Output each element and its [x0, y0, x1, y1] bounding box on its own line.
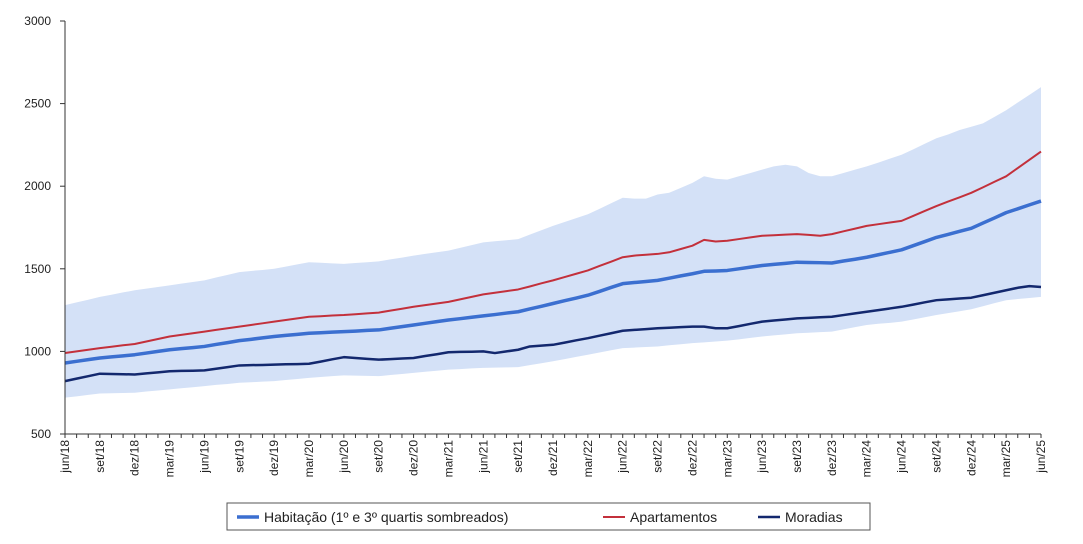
y-tick-label: 2000: [24, 179, 51, 193]
y-tick-label: 3000: [24, 14, 51, 28]
x-tick-label: set/19: [232, 440, 246, 473]
y-tick-label: 1000: [24, 344, 51, 358]
x-tick-label: mar/25: [999, 440, 1013, 478]
x-tick-label: set/23: [790, 440, 804, 473]
x-tick-label: set/18: [93, 440, 107, 473]
x-tick-label: dez/24: [964, 440, 978, 476]
plot-area: [64, 87, 1042, 398]
x-tick-label: mar/22: [581, 440, 595, 478]
x-tick-label: dez/18: [128, 440, 142, 476]
x-tick-label: set/21: [511, 440, 525, 473]
series-line: [64, 199, 1042, 365]
x-tick-label: dez/22: [685, 440, 699, 476]
x-tick-label: jun/23: [755, 440, 769, 474]
x-tick-label: dez/19: [267, 440, 281, 476]
x-tick-label: mar/24: [860, 440, 874, 478]
y-tick-label: 2500: [24, 97, 51, 111]
x-tick-label: jun/18: [58, 440, 72, 474]
x-tick-label: mar/20: [302, 440, 316, 478]
legend-label: Habitação (1º e 3º quartis sombreados): [264, 509, 508, 525]
x-tick-label: mar/23: [720, 440, 734, 478]
quartile-band: [65, 87, 1041, 398]
x-tick-label: dez/23: [825, 440, 839, 476]
x-tick-label: jun/24: [895, 440, 909, 474]
series-line: [64, 284, 1042, 383]
legend-label: Moradias: [785, 509, 843, 525]
x-tick-label: mar/19: [163, 440, 177, 478]
x-tick-label: jun/20: [337, 440, 351, 474]
x-tick-label: dez/20: [407, 440, 421, 476]
x-tick-label: set/22: [651, 440, 665, 473]
legend-label: Apartamentos: [630, 509, 717, 525]
x-tick-label: jun/21: [476, 440, 490, 474]
series-line: [64, 150, 1042, 355]
x-tick-label: set/20: [372, 440, 386, 473]
x-tick-label: dez/21: [546, 440, 560, 476]
y-tick-label: 500: [31, 427, 51, 441]
x-tick-label: jun/19: [197, 440, 211, 474]
x-tick-label: set/24: [929, 440, 943, 473]
x-tick-label: jun/22: [616, 440, 630, 474]
y-tick-label: 1500: [24, 262, 51, 276]
x-tick-label: jun/25: [1034, 440, 1048, 474]
x-tick-label: mar/21: [441, 440, 455, 478]
